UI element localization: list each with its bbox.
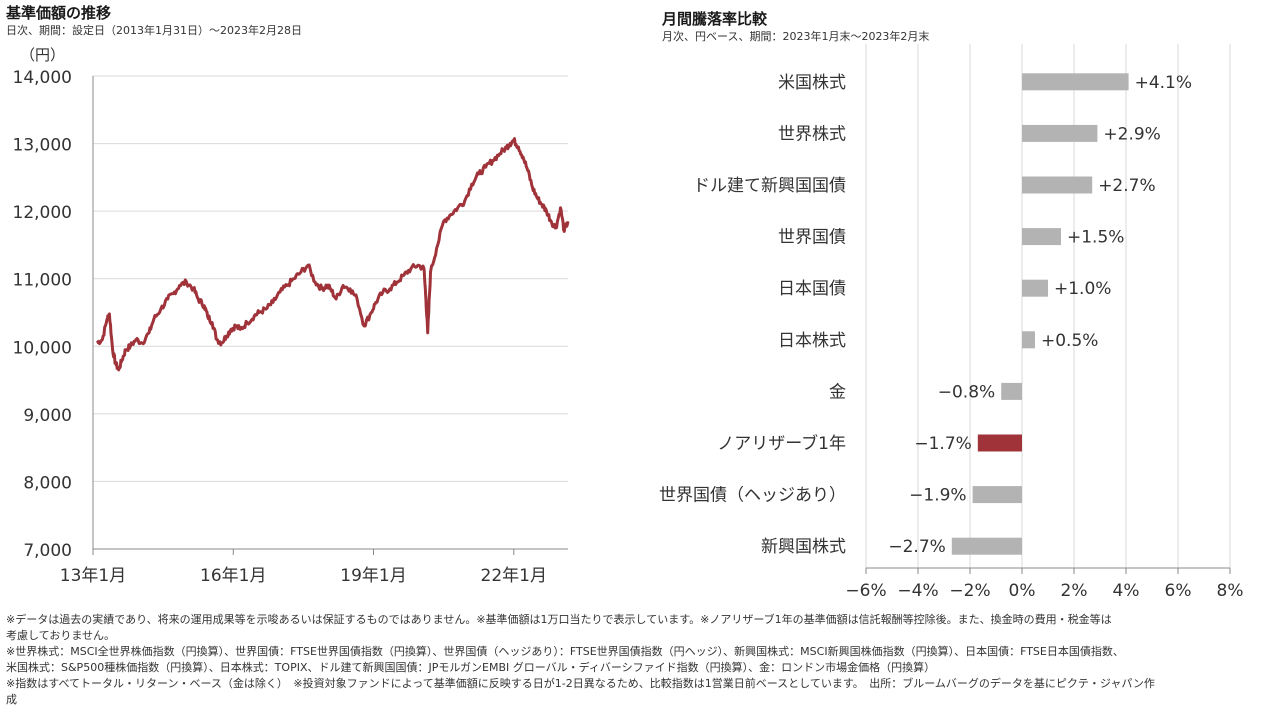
value-label: +2.7% <box>1098 176 1155 196</box>
bar <box>951 537 1022 555</box>
bar <box>1022 124 1098 142</box>
y-tick-label: 8,000 <box>23 473 72 493</box>
nav-line-chart: （円） 7,000 8,000 9,000 10,000 11,000 12,000 13,… <box>13 46 570 586</box>
bar <box>1022 331 1035 349</box>
value-label: +1.5% <box>1067 228 1124 248</box>
left-chart-subtitle: 日次、期間：設定日（2013年1月31日）～2023年2月28日 <box>6 24 302 37</box>
right-chart-title: 月間騰落率比較 <box>662 10 768 28</box>
bar <box>1022 73 1129 91</box>
y-tick-label: 7,000 <box>23 541 72 561</box>
y-tick-label: 12,000 <box>13 203 72 223</box>
nav-series-line <box>96 137 570 372</box>
y-tick-label: 9,000 <box>23 406 72 426</box>
x-tick-label: 19年1月 <box>340 566 406 586</box>
value-label: +2.9% <box>1103 124 1160 144</box>
category-label: 米国株式 <box>778 73 846 93</box>
bar <box>1022 228 1061 246</box>
y-tick-label: 10,000 <box>13 338 72 358</box>
footnotes: ※データは過去の実績であり、将来の運用成果等を示唆あるいは保証するものではありま… <box>6 612 1276 708</box>
x-tick-label: −2% <box>949 581 990 601</box>
bar <box>972 486 1022 504</box>
x-tick-label: 0% <box>1009 581 1036 601</box>
bar <box>1022 279 1048 297</box>
category-label: ノアリザーブ1年 <box>717 433 846 454</box>
x-tick-label: −4% <box>897 581 938 601</box>
value-label: +4.1% <box>1135 73 1192 93</box>
bar <box>1001 382 1022 400</box>
x-tick-label: −6% <box>845 581 886 601</box>
value-label: −0.8% <box>938 382 995 402</box>
footnote-line: 成 <box>6 693 17 706</box>
value-label: +0.5% <box>1041 331 1098 351</box>
footnote-line: ※データは過去の実績であり、将来の運用成果等を示唆あるいは保証するものではありま… <box>6 613 1112 626</box>
x-tick-label: 2% <box>1061 581 1088 601</box>
category-label: 世界株式 <box>778 124 846 144</box>
y-tick-label: 13,000 <box>13 136 72 156</box>
value-label: −1.7% <box>914 434 971 454</box>
footnote-line: 考慮しておりません。 <box>6 629 116 642</box>
x-tick-label: 6% <box>1165 581 1192 601</box>
category-label: 世界国債（ヘッジあり） <box>659 486 846 506</box>
right-chart-subtitle: 月次、円ベース、期間：2023年1月末～2023年2月末 <box>662 30 930 43</box>
x-tick-label: 22年1月 <box>481 566 547 586</box>
x-tick-label: 4% <box>1113 581 1140 601</box>
bar <box>977 434 1022 452</box>
x-tick-label: 16年1月 <box>200 566 266 586</box>
bar <box>1022 176 1093 194</box>
category-label: 日本国債 <box>778 279 846 299</box>
x-tick-label: 8% <box>1217 581 1244 601</box>
category-label: 世界国債 <box>778 228 846 248</box>
value-label: +1.0% <box>1054 279 1111 299</box>
charts-canvas: （円） 7,000 8,000 9,000 10,000 11,000 12,000 13,… <box>13 44 1243 601</box>
y-tick-label: 14,000 <box>13 68 72 88</box>
y-tick-label: 11,000 <box>13 271 72 291</box>
category-label: ドル建て新興国国債 <box>693 176 846 196</box>
category-label: 金 <box>829 382 846 402</box>
footnote-line: ※指数はすべてトータル・リターン・ベース（金は除く） ※投資対象ファンドによって… <box>6 677 1155 690</box>
footnote-line: 米国株式：S&P500種株価指数（円換算）、日本株式：TOPIX、ドル建て新興国… <box>6 661 936 674</box>
category-label: 新興国株式 <box>761 537 846 557</box>
y-unit-label: （円） <box>20 46 65 64</box>
x-tick-label: 13年1月 <box>60 566 126 586</box>
left-chart-title: 基準価額の推移 <box>6 4 112 22</box>
value-label: −2.7% <box>888 537 945 557</box>
monthly-return-bar-chart: −6% −4% −2% 0% 2% 4% 6% 8% 米国株式 +4.1% 世界株式 +2.9% ドル建… <box>659 44 1243 601</box>
category-label: 日本株式 <box>778 331 846 351</box>
value-label: −1.9% <box>909 486 966 506</box>
footnote-line: ※世界株式：MSCI全世界株価指数（円換算）、世界国債：FTSE世界国債指数（円… <box>6 645 1124 658</box>
